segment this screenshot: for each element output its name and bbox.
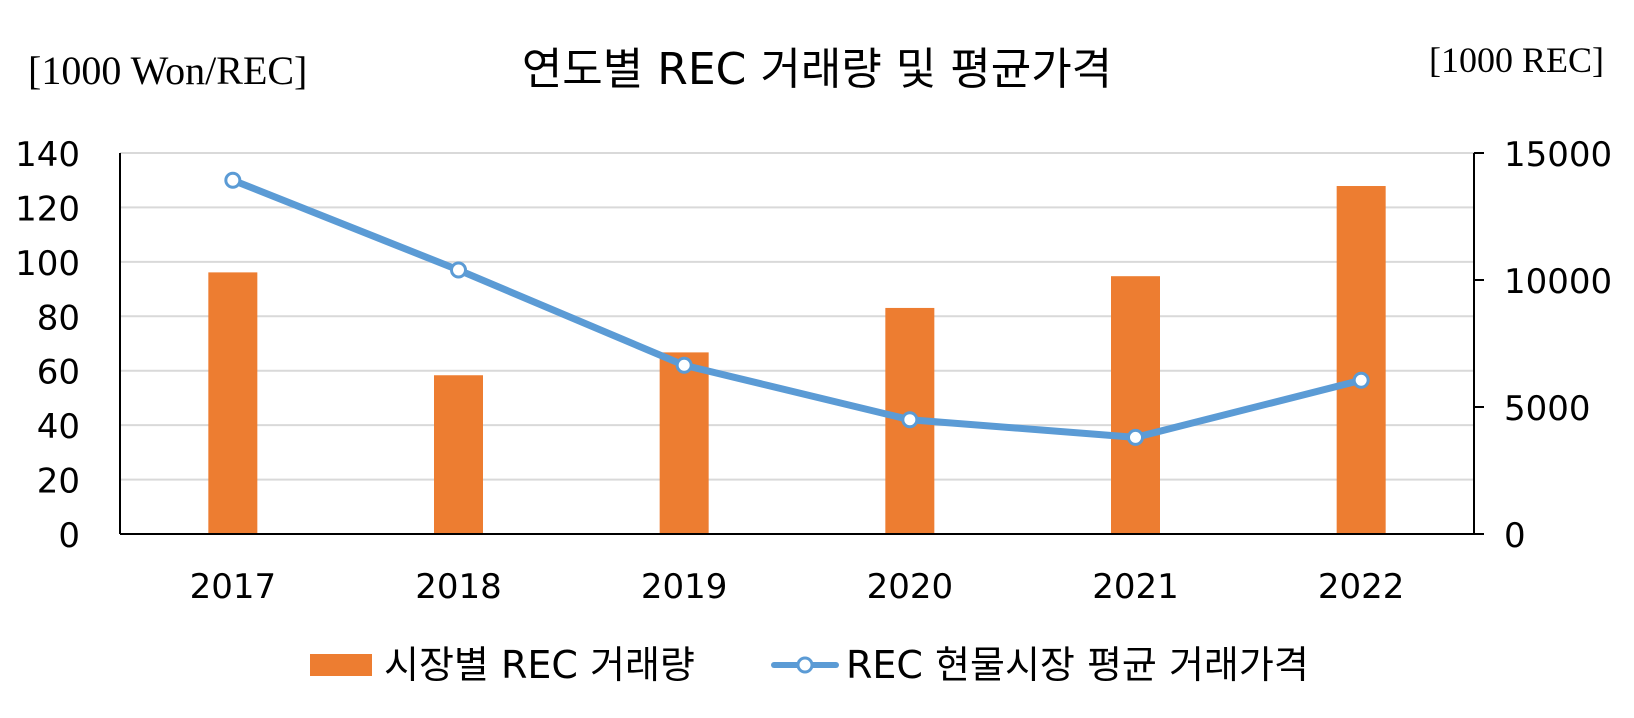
x-axis-tick-label: 2017 [190,567,277,607]
right-axis-tick-label: 0 [1504,516,1526,556]
left-axis-tick-label: 40 [37,407,80,447]
legend-bar-swatch [310,654,372,676]
x-axis-tick-label: 2019 [641,567,728,607]
line-point [1127,428,1144,446]
right-axis-unit: [1000 REC] [1429,40,1604,80]
line-point [675,356,693,374]
gridlines [120,152,1474,481]
left-axis-tick-label: 140 [15,135,80,175]
left-axis-tick-label: 60 [37,353,80,393]
bar [1336,186,1386,534]
left-axis-tick-label: 100 [15,244,80,284]
chart-title: 연도별 REC 거래량 및 평균가격 [522,44,1112,95]
right-axis-tick-label: 10000 [1504,262,1612,302]
left-axis-ticks: 0 20 40 60 80 100 120 140 [15,135,80,556]
right-axis-tick-label: 5000 [1504,389,1591,429]
x-axis-ticks: 2017 2018 2019 2020 2021 2022 [190,567,1405,607]
legend-bar-label: 시장별 REC 거래량 [384,643,695,687]
left-axis-tick-label: 0 [58,516,80,556]
line-point [1352,371,1370,389]
bar [208,272,258,534]
legend-line-marker [796,656,814,674]
line-point [224,171,242,189]
axes [119,153,1475,535]
bar [434,375,483,534]
bar [659,352,709,534]
left-axis-tick-label: 80 [37,298,80,338]
line-point [901,411,919,429]
x-axis-tick-label: 2018 [415,567,502,607]
right-axis-ticks: 0 5000 10000 15000 [1474,135,1612,556]
left-axis-tick-label: 20 [37,462,80,502]
left-axis-unit: [1000 Won/REC] [28,48,307,93]
x-axis-tick-label: 2022 [1318,567,1405,607]
x-axis-tick-label: 2021 [1092,567,1179,607]
price-line [229,176,1365,441]
legend: 시장별 REC 거래량 REC 현물시장 평균 거래가격 [310,643,1309,687]
x-axis-tick-label: 2020 [867,567,954,607]
line-point [450,261,467,279]
legend-line-label: REC 현물시장 평균 거래가격 [846,643,1309,687]
left-axis-tick-label: 120 [15,189,80,229]
line-series [224,171,1370,446]
bar [1111,276,1160,534]
right-axis-tick-label: 15000 [1504,135,1612,175]
